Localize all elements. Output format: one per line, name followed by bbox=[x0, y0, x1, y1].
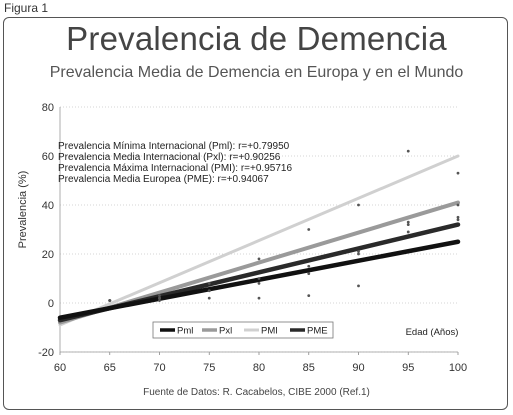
data-point-pxl bbox=[307, 264, 311, 268]
y-tick-label: 80 bbox=[42, 102, 54, 114]
data-point-pxl bbox=[406, 220, 410, 224]
chart-title: Prevalencia de Demencia bbox=[66, 20, 447, 57]
data-point-pml bbox=[158, 299, 161, 302]
legend: Pml Pxl PMI PME bbox=[152, 321, 334, 339]
legend-label-pxl: Pxl bbox=[219, 326, 232, 337]
legend-box bbox=[152, 321, 334, 339]
data-point-pmi bbox=[456, 171, 460, 175]
data-point-pml bbox=[357, 284, 360, 288]
axes: -20 0 20 40 60 80 60 65 70 75 80 85 90 95 100 Prevalenc… bbox=[17, 102, 467, 374]
data-point-pmi bbox=[307, 228, 311, 231]
data-point-pmi bbox=[158, 294, 161, 298]
chart-subtitle: Prevalencia Media de Demencia en Europa … bbox=[49, 64, 464, 81]
x-tick-label: 80 bbox=[253, 362, 265, 374]
data-point-pml bbox=[257, 296, 261, 300]
annotation-pmi: Prevalencia Máxima Internacional (PMI): … bbox=[58, 163, 292, 174]
data-point-pme bbox=[456, 218, 460, 222]
scatter-points bbox=[108, 149, 460, 302]
x-tick-label: 90 bbox=[352, 362, 364, 374]
legend-label-pmi: PMI bbox=[261, 326, 278, 337]
data-point-pml bbox=[307, 294, 311, 298]
x-tick-label: 70 bbox=[153, 362, 165, 374]
y-tick-label: 60 bbox=[42, 151, 54, 163]
data-point-pmi bbox=[207, 282, 211, 285]
x-axis-label: Edad (Años) bbox=[406, 327, 459, 338]
annotation-pxl: Prevalencia Media Internacional (Pxl): r… bbox=[58, 152, 281, 163]
x-tick-label: 65 bbox=[104, 362, 116, 374]
x-tick-label: 75 bbox=[203, 362, 215, 374]
data-point-pmi bbox=[357, 203, 360, 207]
y-axis-label: Prevalencia (%) bbox=[17, 171, 29, 249]
data-point-pme bbox=[108, 299, 112, 302]
series-lines bbox=[57, 154, 461, 327]
data-point-pxl bbox=[357, 250, 360, 253]
annotations: Prevalencia Mínima Internacional (Pml): … bbox=[58, 141, 292, 185]
y-tick-label: 0 bbox=[48, 298, 54, 310]
legend-label-pme: PME bbox=[307, 326, 328, 337]
data-point-pme bbox=[158, 296, 161, 300]
data-point-pme bbox=[357, 252, 360, 256]
data-point-pme bbox=[257, 282, 261, 285]
x-tick-label: 60 bbox=[54, 362, 66, 374]
annotation-pml: Prevalencia Mínima Internacional (Pml): … bbox=[58, 141, 290, 152]
series-line-pmi bbox=[58, 154, 460, 327]
y-tick-label: -20 bbox=[38, 347, 54, 359]
x-tick-label: 85 bbox=[303, 362, 315, 374]
x-tick-label: 95 bbox=[402, 362, 414, 374]
annotation-pme: Prevalencia Media Europea (PME): r=+0.94… bbox=[58, 174, 269, 185]
data-point-pmi bbox=[406, 149, 410, 153]
y-tick-label: 20 bbox=[42, 249, 54, 261]
y-tick-label: 40 bbox=[42, 200, 54, 212]
figure-label: Figura 1 bbox=[4, 1, 49, 15]
data-point-pme bbox=[406, 223, 410, 227]
data-point-pme bbox=[207, 289, 211, 293]
source-note: Fuente de Datos: R. Cacabelos, CIBE 2000… bbox=[143, 387, 370, 398]
data-point-pml bbox=[456, 215, 460, 219]
data-point-pxl bbox=[257, 277, 261, 280]
data-point-pml bbox=[207, 296, 211, 300]
data-point-pml bbox=[406, 230, 410, 234]
data-point-pxl bbox=[456, 203, 460, 207]
legend-label-pml: Pml bbox=[177, 326, 193, 337]
data-point-pme bbox=[307, 272, 311, 275]
data-point-pmi bbox=[257, 257, 261, 261]
x-tick-label: 100 bbox=[449, 362, 467, 374]
